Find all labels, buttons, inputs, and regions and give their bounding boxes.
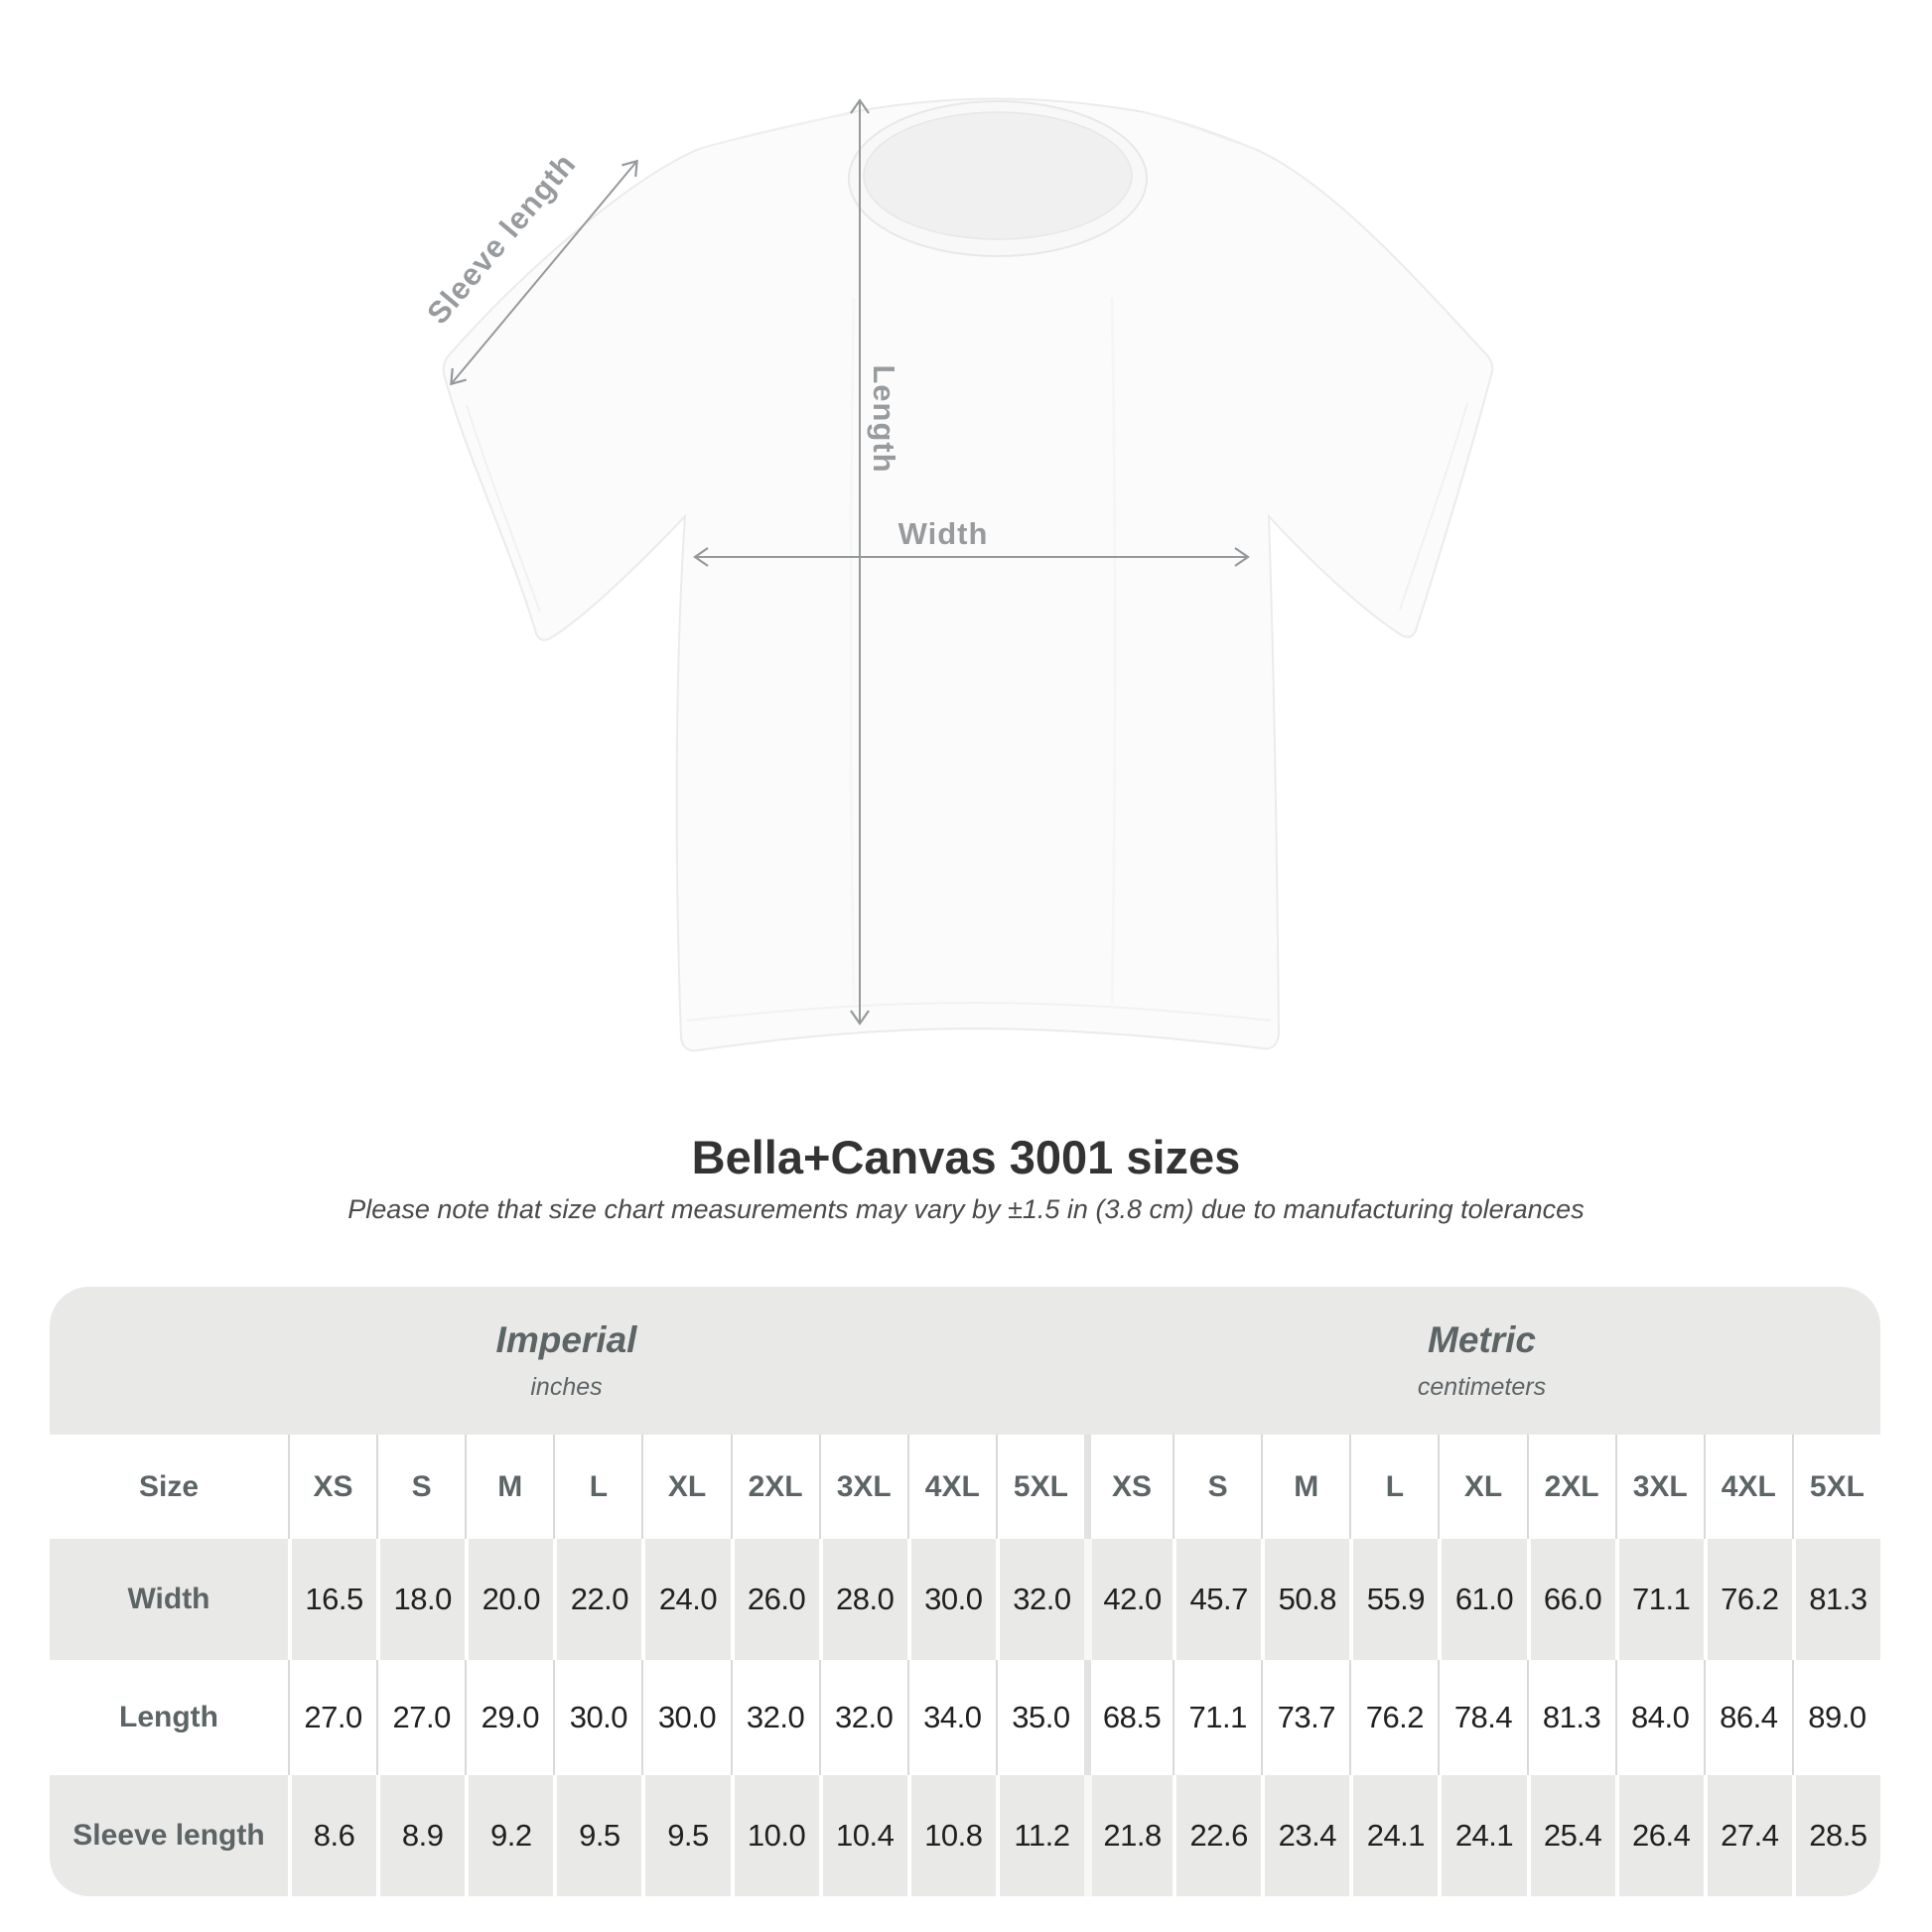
value-cell: 18.0: [376, 1539, 465, 1660]
value-cell: 8.6: [288, 1775, 376, 1896]
row-label: Width: [127, 1583, 210, 1615]
value-cell: 28.5: [1791, 1775, 1880, 1896]
value-cell: 84.0: [1614, 1660, 1704, 1775]
value-cell: 76.2: [1703, 1539, 1792, 1660]
value-cell: 26.4: [1614, 1775, 1704, 1896]
metric-group-header: Metric centimeters: [1083, 1287, 1880, 1435]
size-cell: S: [1173, 1435, 1261, 1539]
imperial-group-header: Imperial inches: [50, 1287, 1083, 1435]
value-cell: 24.0: [641, 1539, 730, 1660]
imperial-group-title: Imperial: [495, 1319, 637, 1360]
value-cell: 24.1: [1349, 1775, 1438, 1896]
value-cell: 34.0: [906, 1660, 996, 1775]
value-cell: 68.5: [1084, 1660, 1173, 1775]
size-cell: 4XL: [906, 1435, 996, 1539]
metric-group-title: Metric: [1428, 1319, 1536, 1360]
value-cell: 30.0: [553, 1660, 641, 1775]
unit-group-header-row: Imperial inches Metric centimeters: [50, 1287, 1880, 1435]
value-cell: 8.9: [376, 1775, 465, 1896]
value-cell: 27.0: [376, 1660, 465, 1775]
value-cell: 10.4: [818, 1775, 907, 1896]
sleeve-length-row: Sleeve length 8.6 8.9 9.2 9.5 9.5 10.0 1…: [50, 1775, 1880, 1896]
length-label: Length: [867, 364, 901, 473]
size-cell: XL: [1438, 1435, 1526, 1539]
tolerance-note: Please note that size chart measurements…: [347, 1194, 1585, 1224]
size-column-header: Size: [138, 1469, 200, 1503]
size-cell: 4XL: [1703, 1435, 1792, 1539]
value-cell: 11.2: [995, 1775, 1084, 1896]
width-row: Width 16.5 18.0 20.0 22.0 24.0 26.0 28.0…: [50, 1539, 1880, 1660]
value-cell: 20.0: [465, 1539, 553, 1660]
value-cell: 9.2: [465, 1775, 553, 1896]
value-cell: 73.7: [1261, 1660, 1349, 1775]
value-cell: 22.0: [553, 1539, 641, 1660]
size-header-row: Size XS S M L XL 2XL 3XL 4XL 5XL XS S M …: [50, 1435, 1880, 1539]
value-cell: 81.3: [1526, 1660, 1615, 1775]
size-cell: XL: [641, 1435, 730, 1539]
value-cell: 32.0: [818, 1660, 907, 1775]
value-cell: 27.4: [1703, 1775, 1792, 1896]
imperial-group-unit: inches: [530, 1373, 603, 1401]
value-cell: 16.5: [288, 1539, 376, 1660]
metric-group-unit: centimeters: [1417, 1373, 1547, 1401]
value-cell: 35.0: [995, 1660, 1084, 1775]
value-cell: 21.8: [1084, 1775, 1173, 1896]
size-cell: XS: [1084, 1435, 1173, 1539]
size-cell: 3XL: [1614, 1435, 1704, 1539]
size-cell: XS: [288, 1435, 376, 1539]
value-cell: 81.3: [1791, 1539, 1880, 1660]
value-cell: 76.2: [1349, 1660, 1438, 1775]
value-cell: 78.4: [1438, 1660, 1526, 1775]
size-cell: 2XL: [730, 1435, 819, 1539]
size-cell: 5XL: [1791, 1435, 1880, 1539]
value-cell: 86.4: [1703, 1660, 1792, 1775]
size-table: Imperial inches Metric centimeters Size …: [50, 1287, 1880, 1896]
value-cell: 30.0: [906, 1539, 996, 1660]
tshirt-illustration: [442, 97, 1494, 1052]
value-cell: 24.1: [1438, 1775, 1526, 1896]
value-cell: 23.4: [1261, 1775, 1349, 1896]
size-cell: S: [376, 1435, 465, 1539]
value-cell: 10.0: [730, 1775, 819, 1896]
value-cell: 71.1: [1614, 1539, 1704, 1660]
value-cell: 61.0: [1438, 1539, 1526, 1660]
value-cell: 9.5: [553, 1775, 641, 1896]
value-cell: 32.0: [995, 1539, 1084, 1660]
value-cell: 30.0: [641, 1660, 730, 1775]
sleeve-length-arrow: [450, 159, 638, 386]
value-cell: 50.8: [1261, 1539, 1349, 1660]
page-title: Bella+Canvas 3001 sizes: [691, 1131, 1241, 1183]
tshirt-measurement-diagram: Sleeve length Length Width: [420, 97, 1494, 1052]
size-cell: L: [1349, 1435, 1438, 1539]
size-cell: 2XL: [1526, 1435, 1615, 1539]
value-cell: 10.8: [906, 1775, 996, 1896]
size-cell: 3XL: [818, 1435, 907, 1539]
value-cell: 89.0: [1791, 1660, 1880, 1775]
row-label: Sleeve length: [72, 1819, 265, 1852]
value-cell: 55.9: [1349, 1539, 1438, 1660]
value-cell: 42.0: [1084, 1539, 1173, 1660]
length-row: Length 27.0 27.0 29.0 30.0 30.0 32.0 32.…: [50, 1660, 1880, 1775]
size-cell: M: [1261, 1435, 1349, 1539]
value-cell: 9.5: [641, 1775, 730, 1896]
value-cell: 22.6: [1173, 1775, 1261, 1896]
width-label: Width: [898, 516, 989, 551]
value-cell: 26.0: [730, 1539, 819, 1660]
size-cell: M: [465, 1435, 553, 1539]
row-label: Length: [119, 1701, 218, 1733]
value-cell: 29.0: [465, 1660, 553, 1775]
value-cell: 28.0: [818, 1539, 907, 1660]
value-cell: 32.0: [730, 1660, 819, 1775]
value-cell: 71.1: [1173, 1660, 1261, 1775]
value-cell: 25.4: [1526, 1775, 1615, 1896]
size-cell: 5XL: [995, 1435, 1084, 1539]
value-cell: 27.0: [288, 1660, 376, 1775]
value-cell: 45.7: [1173, 1539, 1261, 1660]
value-cell: 66.0: [1526, 1539, 1615, 1660]
size-cell: L: [553, 1435, 641, 1539]
